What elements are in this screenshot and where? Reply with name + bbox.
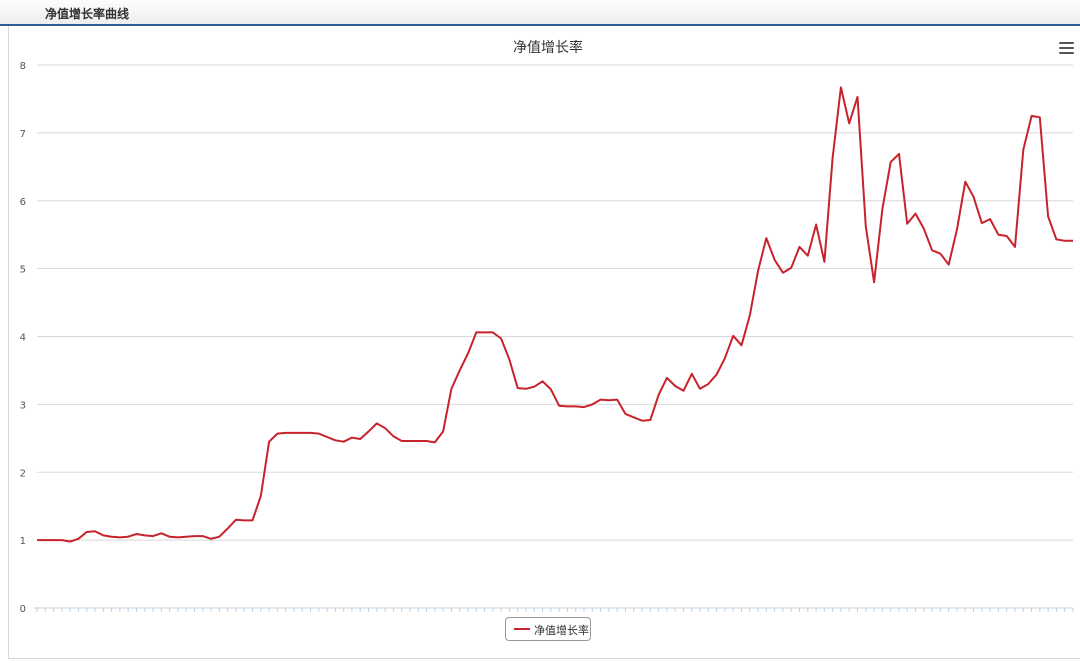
y-tick-label: 1	[20, 536, 26, 547]
legend-label: 净值增长率	[534, 624, 589, 637]
panel-title: 净值增长率曲线	[45, 7, 130, 21]
y-tick-label: 3	[20, 400, 26, 411]
menu-icon[interactable]	[1059, 42, 1074, 54]
grid-lines	[37, 64, 1073, 541]
panel-body	[8, 26, 1080, 659]
series-group	[37, 86, 1073, 543]
series-line-净值增长率	[37, 86, 1073, 543]
legend-swatch	[514, 628, 530, 630]
y-tick-label: 8	[20, 61, 26, 72]
panel-header: 净值增长率曲线	[0, 0, 1080, 26]
y-tick-label: 2	[20, 468, 26, 479]
y-tick-label: 5	[20, 265, 26, 276]
chart-title: 净值增长率	[513, 40, 583, 56]
y-axis-ticks: 0 1 2 3 4 5 6 7 8	[20, 61, 26, 615]
x-axis	[34, 607, 1074, 612]
y-tick-label: 7	[20, 129, 26, 140]
legend-item[interactable]: 净值增长率	[505, 617, 591, 641]
y-tick-label: 4	[20, 333, 26, 344]
y-tick-label: 0	[20, 604, 26, 615]
y-tick-label: 6	[20, 197, 26, 208]
